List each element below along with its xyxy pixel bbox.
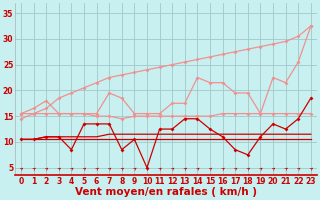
X-axis label: Vent moyen/en rafales ( km/h ): Vent moyen/en rafales ( km/h ) [75,187,257,197]
